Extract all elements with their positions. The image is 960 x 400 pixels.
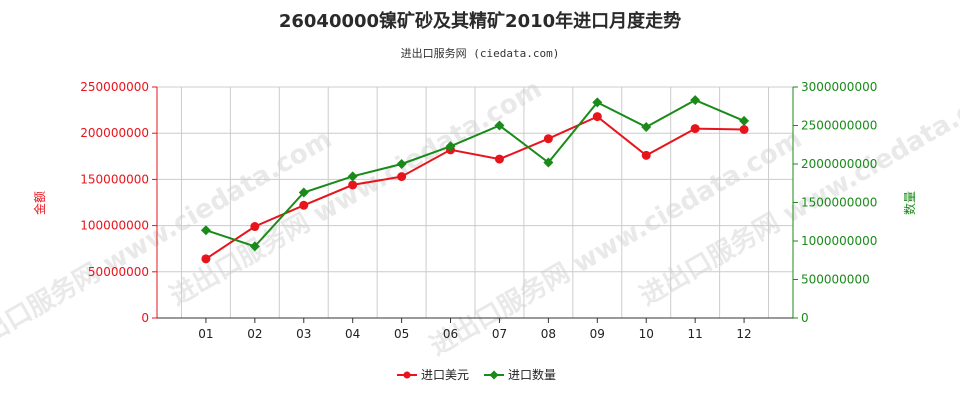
series-1-point-6 <box>494 120 505 131</box>
x-tick-label-1: 02 <box>247 327 262 341</box>
series-1-point-2 <box>298 187 309 198</box>
right-tick-label-3: 1500000000 <box>801 196 877 210</box>
series-0-point-7 <box>543 134 553 144</box>
series-1-point-4 <box>396 159 407 169</box>
series-0-point-4 <box>397 172 407 182</box>
left-axis-title: 金额 <box>32 191 47 215</box>
right-tick-label-6: 3000000000 <box>801 80 877 94</box>
left-tick-label-3: 150000000 <box>80 172 149 186</box>
left-tick-label-0: 0 <box>141 311 149 325</box>
x-tick-label-10: 11 <box>688 327 703 341</box>
right-axis-ticks: 0 500000000 1000000000 1500000000 2000000000… <box>793 80 877 325</box>
series-1-point-7 <box>543 157 554 168</box>
right-axis-title: 数量 <box>902 191 917 215</box>
series-1-point-5 <box>445 141 456 152</box>
legend-usd-marker <box>403 371 411 379</box>
right-tick-label-0: 0 <box>801 311 809 325</box>
series-0-point-10 <box>690 124 700 134</box>
series-line-0 <box>205 115 745 260</box>
x-tick-label-9: 10 <box>639 327 654 341</box>
x-tick-label-3: 04 <box>345 327 360 341</box>
left-tick-label-1: 50000000 <box>88 265 149 279</box>
legend-item-quantity[interactable]: 进口数量 <box>484 367 556 382</box>
series-0-point-11 <box>739 125 749 135</box>
x-tick-label-6: 07 <box>492 327 507 341</box>
series-1-point-11 <box>739 115 750 126</box>
left-tick-label-5: 250000000 <box>80 80 149 94</box>
x-tick-label-11: 12 <box>736 327 751 341</box>
chart-subtitle: 进出口服务网 (ciedata.com) <box>401 46 560 60</box>
right-tick-label-2: 1000000000 <box>801 234 877 248</box>
series-0-point-2 <box>299 200 309 210</box>
x-tick-label-4: 05 <box>394 327 409 341</box>
legend-usd-label: 进口美元 <box>421 368 469 382</box>
series-1-point-0 <box>200 225 211 236</box>
series-0-point-6 <box>494 154 504 164</box>
series-layer <box>200 95 750 264</box>
series-1-point-3 <box>347 171 358 182</box>
chart-title: 26040000镍矿砂及其精矿2010年进口月度走势 <box>279 10 681 32</box>
legend-quantity-marker <box>489 370 499 380</box>
legend-quantity-label: 进口数量 <box>508 367 556 382</box>
series-1-point-8 <box>592 97 603 108</box>
legend: 进口美元 进口数量 <box>397 367 556 382</box>
right-tick-label-5: 2500000000 <box>801 119 877 133</box>
x-tick-label-0: 01 <box>198 327 213 341</box>
x-tick-label-7: 08 <box>541 327 556 341</box>
x-tick-label-2: 03 <box>296 327 311 341</box>
series-1-point-9 <box>641 122 652 133</box>
series-line-1 <box>205 98 745 248</box>
x-tick-label-8: 09 <box>590 327 605 341</box>
left-tick-label-2: 100000000 <box>80 219 149 233</box>
series-0-point-8 <box>592 112 602 122</box>
series-0-point-1 <box>250 222 260 232</box>
legend-item-usd[interactable]: 进口美元 <box>397 368 469 382</box>
series-1-point-10 <box>690 95 701 106</box>
left-axis-ticks: 0 50000000 100000000 150000000 200000000 2500… <box>80 80 157 325</box>
series-0-point-9 <box>641 150 651 160</box>
series-0-point-3 <box>348 180 358 190</box>
grid <box>157 86 793 318</box>
x-tick-label-5: 06 <box>443 327 458 341</box>
left-tick-label-4: 200000000 <box>80 126 149 140</box>
series-0-point-0 <box>201 254 211 264</box>
series-1-point-1 <box>249 241 260 252</box>
x-axis-ticks: 01 02 03 04 05 06 07 08 09 10 11 12 <box>198 318 752 341</box>
right-tick-label-1: 500000000 <box>801 273 870 287</box>
right-tick-label-4: 2000000000 <box>801 157 877 171</box>
